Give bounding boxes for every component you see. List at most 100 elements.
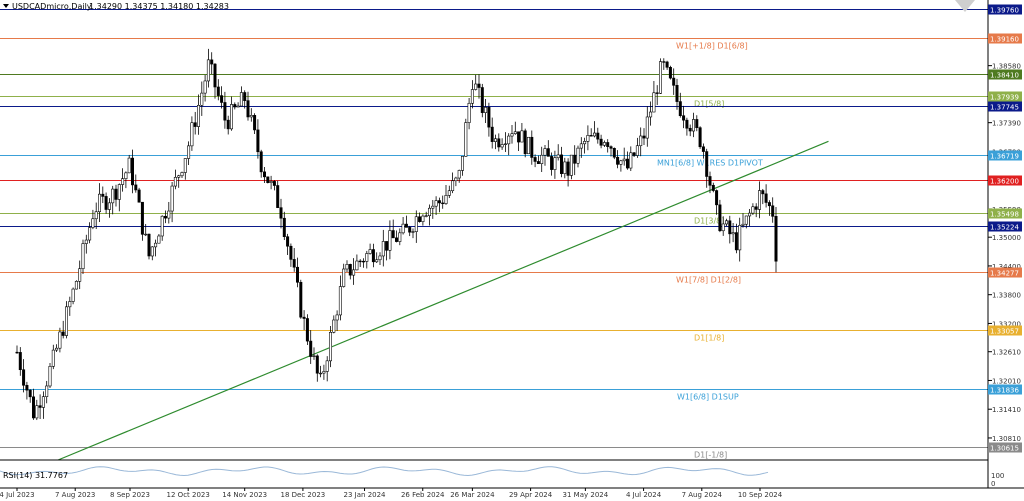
candle-128 [437, 197, 441, 213]
candle-137 [467, 97, 471, 130]
candle-156 [530, 130, 534, 165]
candle-32 [121, 168, 125, 192]
candle-174 [589, 128, 593, 137]
candle-220 [741, 213, 745, 228]
price-tag-10: 1.33057 [988, 325, 1022, 336]
candle-203 [685, 117, 689, 136]
price-tag-0: 1.39760 [988, 4, 1022, 15]
candle-150 [510, 125, 514, 144]
candle-18 [74, 280, 78, 290]
candle-147 [500, 138, 504, 150]
svg-text:1.36719: 1.36719 [990, 153, 1019, 161]
candle-157 [533, 154, 537, 168]
candle-151 [513, 121, 517, 135]
candle-69 [243, 90, 247, 109]
candle-180 [609, 145, 613, 157]
x-tick-label-13: 10 Sep 2024 [738, 491, 783, 499]
candle-33 [124, 171, 128, 189]
price-tag-5: 1.36719 [988, 150, 1022, 161]
svg-text:1.35224: 1.35224 [990, 224, 1019, 232]
candle-199 [672, 68, 676, 95]
candle-46 [167, 201, 171, 224]
candle-221 [744, 215, 748, 229]
candle-230 [774, 206, 778, 273]
candle-153 [520, 122, 524, 143]
candle-209 [705, 148, 709, 188]
candle-197 [665, 60, 669, 70]
candle-38 [140, 201, 144, 241]
candle-0 [15, 345, 19, 354]
candle-77 [269, 175, 273, 190]
x-tick-label-5: 18 Dec 2023 [281, 491, 326, 499]
candle-168 [569, 154, 573, 180]
candle-105 [361, 258, 365, 268]
candle-213 [718, 199, 722, 233]
level-label-10: D1[1/8] [694, 334, 724, 343]
candle-190 [642, 128, 646, 146]
candle-76 [266, 176, 270, 184]
rsi-panel: RSI(14) 31.7767 100 0 [0, 466, 1004, 488]
candle-185 [625, 151, 629, 170]
level-label-9: W1[7/8] D1[2/8] [676, 276, 741, 285]
candle-218 [734, 223, 738, 254]
price-tag-3: 1.37939 [988, 91, 1022, 102]
candle-211 [711, 182, 715, 193]
candle-184 [622, 147, 626, 166]
candle-193 [652, 81, 656, 113]
candle-90 [312, 347, 316, 360]
menu-triangle-icon[interactable] [3, 4, 9, 8]
candle-155 [526, 136, 530, 155]
y-tick-label-8: 1.35000 [992, 234, 1021, 242]
candle-164 [556, 144, 560, 161]
candle-97 [335, 310, 339, 332]
candle-188 [635, 137, 639, 158]
candle-79 [276, 180, 280, 209]
candle-207 [698, 126, 702, 149]
candle-94 [325, 356, 329, 382]
plot-background [0, 0, 988, 488]
candle-160 [543, 144, 547, 166]
candle-133 [454, 176, 458, 187]
candle-27 [104, 192, 108, 214]
candle-115 [394, 230, 398, 243]
candle-122 [418, 212, 422, 223]
candle-165 [559, 146, 563, 178]
candle-124 [424, 211, 428, 218]
svg-text:1.39160: 1.39160 [990, 36, 1019, 44]
candle-126 [431, 199, 435, 219]
candle-145 [493, 134, 497, 150]
candle-23 [91, 209, 95, 230]
candle-202 [682, 105, 686, 129]
candle-54 [193, 111, 197, 135]
candle-4 [28, 389, 32, 403]
candle-148 [503, 132, 507, 152]
candle-43 [157, 234, 161, 244]
candle-95 [328, 325, 332, 368]
candle-144 [490, 117, 494, 149]
candle-28 [107, 198, 111, 218]
candle-19 [78, 260, 82, 290]
candle-17 [71, 287, 75, 305]
candle-104 [358, 259, 362, 267]
svg-text:1.34277: 1.34277 [990, 270, 1019, 278]
candle-123 [421, 214, 425, 226]
candle-227 [764, 184, 768, 208]
candle-63 [223, 91, 227, 129]
candle-70 [246, 91, 250, 121]
candle-20 [81, 239, 85, 274]
rsi-tick-100: 100 [991, 472, 1004, 480]
candle-7 [38, 394, 42, 420]
candle-22 [88, 222, 92, 244]
svg-text:1.39760: 1.39760 [990, 7, 1019, 15]
candle-47 [170, 182, 174, 223]
candle-8 [41, 391, 45, 419]
candle-52 [187, 141, 191, 165]
candle-146 [497, 133, 501, 152]
candle-24 [94, 202, 98, 230]
candle-181 [612, 147, 616, 160]
price-tag-9: 1.34277 [988, 267, 1022, 278]
candle-30 [114, 184, 118, 207]
candle-58 [206, 48, 210, 88]
candle-44 [160, 215, 164, 241]
